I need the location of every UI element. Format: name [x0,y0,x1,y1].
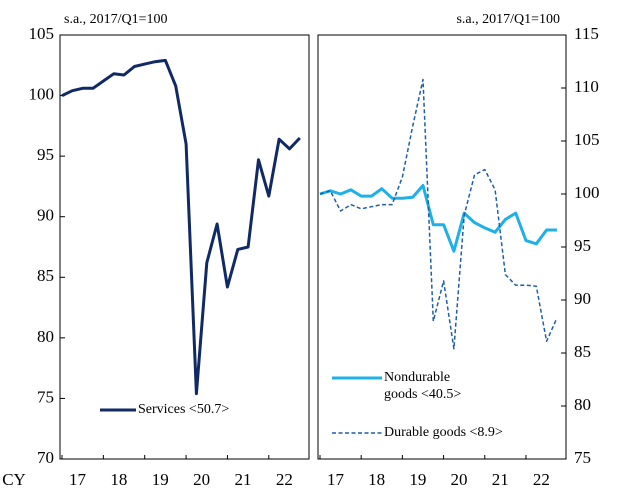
y-tick-label: 110 [574,77,599,96]
plot-frame [59,34,310,460]
y-tick-label: 100 [574,183,600,202]
x-tick-label: 20 [193,470,210,489]
y-tick-label: 75 [37,387,54,406]
series-line [319,184,557,253]
y-tick-label: 80 [574,395,591,414]
x-prefix: CY [2,470,26,489]
y-tick-label: 105 [574,130,600,149]
y-tick-label: 85 [574,342,591,361]
series-line [61,58,301,396]
y-tick-label: 115 [574,24,599,43]
y-tick-label: 85 [37,266,54,285]
subtitle: s.a., 2017/Q1=100 [456,12,560,27]
x-tick-label: 20 [451,470,468,489]
y-tick-label: 100 [29,84,55,103]
y-tick-label: 90 [37,206,54,225]
y-tick-label: 90 [574,289,591,308]
y-tick-label: 95 [37,145,54,164]
legend-label: Nondurable goods <40.5> [384,370,462,402]
y-tick-label: 75 [574,448,591,467]
x-tick-label: 21 [492,470,509,489]
y-tick-label: 70 [37,448,54,467]
y-tick-label: 95 [574,236,591,255]
legend-label: Services <50.7> [138,402,230,417]
subtitle: s.a., 2017/Q1=100 [64,12,168,27]
series-line [319,78,558,350]
x-tick-label: 19 [152,470,169,489]
x-tick-label: 22 [276,470,293,489]
legend-label: Durable goods <8.9> [384,425,503,440]
x-tick-label: 19 [409,470,426,489]
x-tick-label: 17 [69,470,87,489]
x-tick-label: 22 [533,470,550,489]
x-tick-label: 18 [368,470,385,489]
y-tick-label: 105 [29,24,55,43]
y-tick-label: 80 [37,327,54,346]
x-tick-label: 21 [234,470,251,489]
x-tick-label: 17 [327,470,345,489]
x-tick-label: 18 [110,470,127,489]
